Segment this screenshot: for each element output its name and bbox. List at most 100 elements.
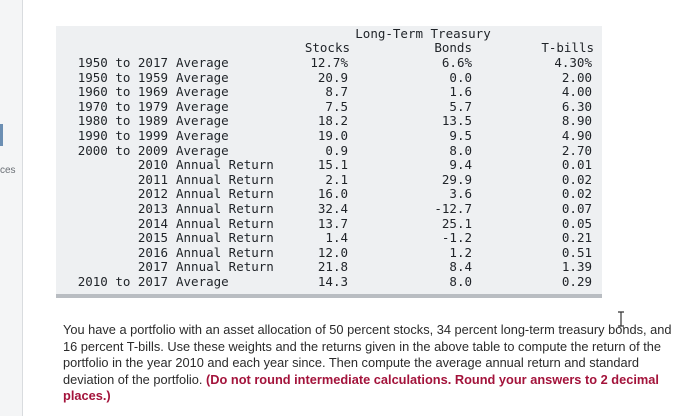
cell-tbills: 0.05 [561, 215, 592, 231]
table-row: 1980 to 1989 Average 18.2 13.5 8.90 [56, 113, 602, 128]
table-row: 2015 Annual Return 1.4 -1.2 0.21 [56, 230, 602, 245]
cell-period: 1970 to 1979 [77, 98, 168, 114]
cell-bonds: 0.0 [449, 69, 472, 85]
cell-stocks: 20.9 [317, 69, 348, 85]
cell-bonds: 1.2 [449, 244, 472, 260]
cell-kind: Annual Return [176, 186, 274, 202]
table-row: 1960 to 1969 Average 8.7 1.6 4.00 [56, 84, 602, 99]
cell-stocks: 16.0 [317, 186, 348, 202]
table-row: 1970 to 1979 Average 7.5 5.7 6.30 [56, 99, 602, 114]
cell-tbills: 4.30% [554, 55, 592, 70]
cell-bonds: 13.5 [441, 113, 472, 129]
cell-stocks: 15.1 [317, 157, 348, 173]
cell-bonds: -12.7 [434, 201, 472, 216]
sidebar-edge-label: ces [0, 165, 16, 176]
cell-kind: Average [176, 274, 229, 289]
cell-kind: Average [176, 142, 229, 158]
cell-period: 2012 [137, 186, 168, 202]
header-stocks: Stocks [304, 40, 350, 55]
cell-kind: Annual Return [176, 157, 274, 173]
cell-bonds: 8.0 [449, 274, 472, 289]
table-row: 2016 Annual Return 12.0 1.2 0.51 [56, 245, 602, 260]
text-cursor-icon [618, 311, 624, 327]
cell-period: 2000 to 2009 [77, 142, 168, 158]
cell-tbills: 6.30 [561, 98, 592, 114]
cell-kind: Annual Return [176, 201, 274, 216]
table-row: 1950 to 1959 Average 20.9 0.0 2.00 [56, 70, 602, 85]
header-tbills: T-bills [541, 40, 594, 55]
cell-period: 2010 [137, 157, 168, 173]
cell-stocks: 2.1 [325, 171, 348, 187]
cell-period: 1980 to 1989 [77, 113, 168, 129]
table-row: 2010 to 2017 Average 14.3 8.0 0.29 [56, 274, 602, 289]
cell-bonds: 5.7 [449, 98, 472, 114]
cell-kind: Average [176, 113, 229, 129]
cell-kind: Average [176, 98, 229, 114]
table-row: 2012 Annual Return 16.0 3.6 0.02 [56, 186, 602, 201]
cell-tbills: 2.00 [561, 69, 592, 85]
cell-tbills: 4.90 [561, 128, 592, 143]
cell-bonds: 1.6 [449, 84, 472, 100]
cell-tbills: 0.51 [561, 244, 592, 260]
cell-bonds: 8.0 [449, 142, 472, 158]
cell-period: 2017 [137, 259, 168, 275]
cell-kind: Average [176, 55, 229, 70]
cell-kind: Average [176, 128, 229, 143]
cell-stocks: 1.4 [325, 230, 348, 246]
table-row: 2014 Annual Return 13.7 25.1 0.05 [56, 216, 602, 231]
cell-tbills: 4.00 [561, 84, 592, 100]
cell-stocks: 7.5 [325, 98, 348, 114]
cell-bonds: 6.6% [441, 55, 472, 70]
table-row: 2000 to 2009 Average 0.9 8.0 2.70 [56, 143, 602, 158]
cell-period: 1950 to 2017 [77, 55, 168, 70]
cell-period: 1990 to 1999 [77, 128, 168, 143]
question-text: You have a portfolio with an asset alloc… [63, 322, 683, 405]
cell-period: 2014 [137, 215, 168, 231]
cell-bonds: 3.6 [449, 186, 472, 202]
cell-period: 2016 [137, 244, 168, 260]
cell-tbills: 0.07 [561, 201, 592, 216]
table-row: 2013 Annual Return 32.4 -12.7 0.07 [56, 201, 602, 216]
cell-stocks: 19.0 [317, 128, 348, 143]
cell-kind: Average [176, 69, 229, 85]
table-row: 1990 to 1999 Average 19.0 9.5 4.90 [56, 128, 602, 143]
cell-kind: Annual Return [176, 230, 274, 246]
cell-period: 1950 to 1959 [77, 69, 168, 85]
cell-stocks: 12.0 [317, 244, 348, 260]
cell-period: 2015 [137, 230, 168, 246]
cell-bonds: 9.4 [449, 157, 472, 173]
cell-period: 2011 [137, 171, 168, 187]
active-marker [0, 124, 3, 146]
table-row: 1950 to 2017 Average 12.7% 6.6% 4.30% [56, 55, 602, 70]
left-sidebar-edge: ces [0, 0, 23, 416]
cell-stocks: 14.3 [317, 274, 348, 289]
cell-tbills: 0.21 [561, 230, 592, 246]
table-row: 2010 Annual Return 15.1 9.4 0.01 [56, 157, 602, 172]
cell-tbills: 0.02 [561, 186, 592, 202]
cell-tbills: 0.29 [561, 274, 592, 289]
cell-bonds: -1.2 [441, 230, 472, 246]
question-instruction: (Do not round intermediate calculations.… [63, 371, 659, 404]
cell-kind: Annual Return [176, 259, 274, 275]
cell-stocks: 21.8 [317, 259, 348, 275]
cell-tbills: 0.02 [561, 171, 592, 187]
returns-table: Long-Term Treasury Stocks Bonds T-bills … [56, 26, 602, 298]
cell-kind: Average [176, 84, 229, 100]
cell-period: 1960 to 1969 [77, 84, 168, 100]
cell-kind: Annual Return [176, 244, 274, 260]
cell-period: 2010 to 2017 [77, 274, 168, 289]
cell-stocks: 13.7 [317, 215, 348, 231]
cell-period: 2013 [137, 201, 168, 216]
cell-tbills: 8.90 [561, 113, 592, 129]
cell-tbills: 2.70 [561, 142, 592, 158]
cell-stocks: 18.2 [317, 113, 348, 129]
cell-kind: Annual Return [176, 215, 274, 231]
cell-bonds: 8.4 [449, 259, 472, 275]
cell-kind: Annual Return [176, 171, 274, 187]
cell-stocks: 8.7 [325, 84, 348, 100]
question-body: You have a portfolio with an asset alloc… [63, 322, 672, 387]
cell-tbills: 0.01 [561, 157, 592, 173]
table-row: 2011 Annual Return 2.1 29.9 0.02 [56, 172, 602, 187]
header-long-term-treasury: Long-Term Treasury [355, 26, 491, 41]
table-header-top: Long-Term Treasury [56, 26, 602, 41]
